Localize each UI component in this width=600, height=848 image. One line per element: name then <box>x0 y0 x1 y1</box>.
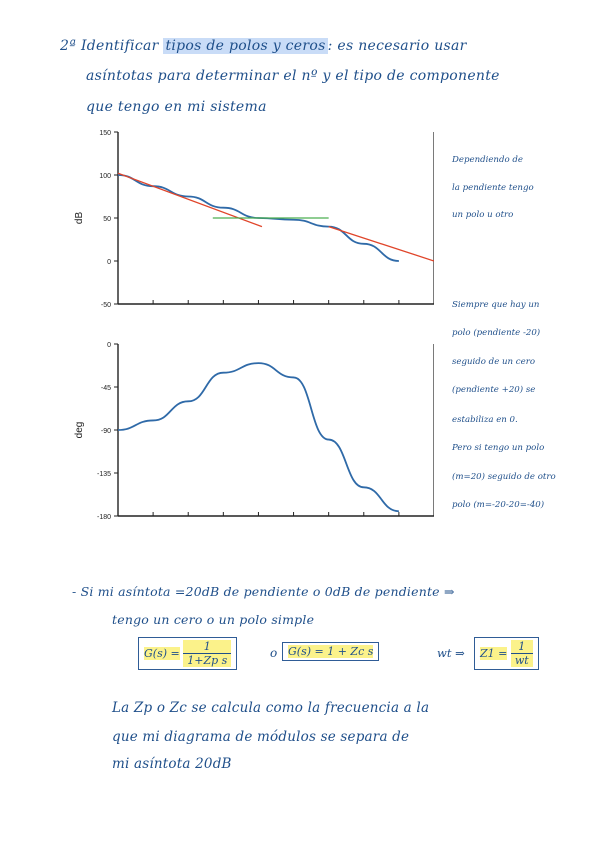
pole-fraction-numerator: 1 <box>183 640 232 654</box>
heading-line-3: que tengo en mi sistema <box>86 99 267 115</box>
side-note-2-line: Pero si tengo un polo <box>452 443 545 453</box>
pole-formula-box: G(s) = 1 1+Zp s <box>138 637 238 670</box>
magnitude-y-label: dB <box>74 212 85 225</box>
magnitude-asymptote-line <box>328 225 434 262</box>
phase-y-tick-label: -45 <box>101 385 111 392</box>
pole-fraction: 1 1+Zp s <box>183 640 232 667</box>
highlighted-topic: tipos de polos y ceros <box>163 38 328 54</box>
side-note-2-line: (pendiente +20) se <box>452 385 536 395</box>
tau-lhs: Z1 = <box>480 646 508 660</box>
phase-curves <box>117 362 399 513</box>
zero-formula: G(s) = 1 + Zc s <box>288 645 374 658</box>
phase-y-tick-label: -180 <box>97 514 111 521</box>
closing-line-1: La Zp o Zc se calcula como la frecuencia… <box>112 700 430 716</box>
side-note-2-line: polo (pendiente -20) <box>452 328 541 338</box>
phase-y-tick-label: 0 <box>107 342 111 349</box>
magnitude-y-tick-label: 0 <box>107 259 111 266</box>
magnitude-y-tick-label: 100 <box>99 173 111 180</box>
asymptote-note-line-2: tengo un cero o un polo simple <box>112 612 315 627</box>
magnitude-curves <box>117 172 434 262</box>
tau-fraction: 1 wt <box>510 640 533 667</box>
side-note-2-line: polo (m=-20-20=-40) <box>452 500 545 510</box>
side-note-2-line: seguido de un cero <box>452 357 535 367</box>
heading-number: 2ª <box>60 38 77 54</box>
wt-arrow-text: wt ⇒ <box>437 646 465 660</box>
heading-verb: Identificar <box>80 38 159 54</box>
zero-formula-box: G(s) = 1 + Zc s <box>282 642 380 661</box>
phase-y-tick-label: -90 <box>101 428 111 435</box>
side-note-1-line: Dependiendo de <box>452 155 523 165</box>
side-note-1-line: la pendiente tengo <box>452 183 534 193</box>
tau-formula-box: Z1 = 1 wt <box>474 637 539 670</box>
magnitude-axes: 150 100 50 0 -50 dB <box>74 130 434 309</box>
phase-y-tick-label: -135 <box>97 471 111 478</box>
or-text: o <box>270 646 278 660</box>
pole-fraction-denominator: 1+Zp s <box>187 654 228 667</box>
phase-axes: 0 -45 -90 -135 -180 deg <box>74 342 434 521</box>
magnitude-plot: 150 100 50 0 -50 dB <box>74 130 434 309</box>
closing-line-2: que mi diagrama de módulos se separa de <box>112 729 410 745</box>
magnitude-y-tick-label: -50 <box>101 302 111 309</box>
tau-fraction-denominator: wt <box>514 654 529 667</box>
pole-formula-lhs: G(s) = <box>144 646 180 660</box>
tau-fraction-numerator: 1 <box>510 640 533 654</box>
phase-series-line <box>117 362 399 513</box>
side-note-2-line: (m=20) seguido de otro <box>452 472 556 482</box>
closing-line-3: mi asíntota 20dB <box>112 756 232 772</box>
heading-rest: : es necesario usar <box>327 38 467 54</box>
phase-plot: 0 -45 -90 -135 -180 deg <box>74 342 434 521</box>
magnitude-y-tick-label: 150 <box>99 130 111 137</box>
heading-line-2: asíntotas para determinar el nº y el tip… <box>86 68 500 84</box>
magnitude-y-tick-label: 50 <box>103 216 111 223</box>
asymptote-note-line-1: - Si mi asíntota =20dB de pendiente o 0d… <box>72 584 455 599</box>
side-note-1-line: un polo u otro <box>452 210 514 220</box>
side-note-2-line: Siempre que hay un <box>452 300 540 310</box>
heading-line-1: 2ª Identificar tipos de polos y ceros: e… <box>60 38 467 54</box>
side-note-2-line: estabiliza en 0. <box>452 415 518 425</box>
phase-y-label: deg <box>74 422 85 439</box>
